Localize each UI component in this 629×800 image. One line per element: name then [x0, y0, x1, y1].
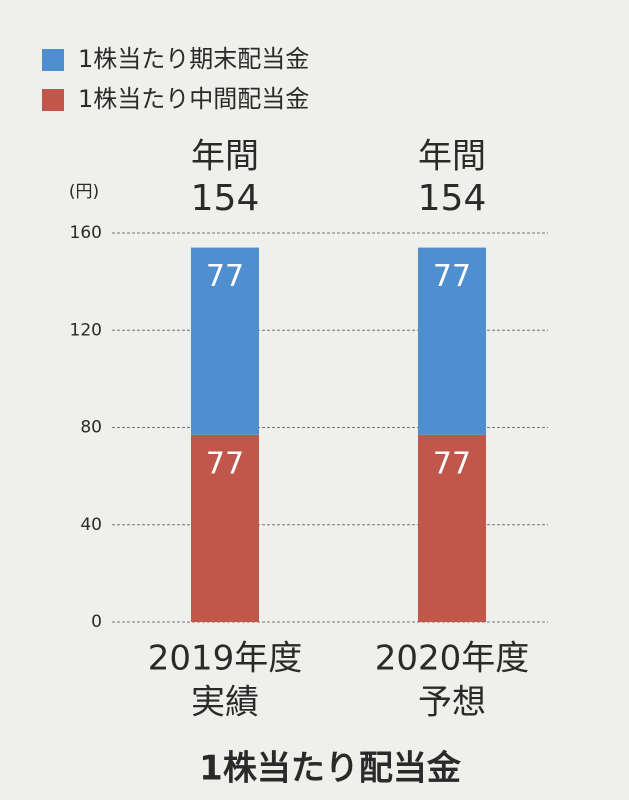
legend-swatch [42, 89, 64, 111]
y-unit: (円) [69, 182, 99, 202]
bar-segment [418, 247, 486, 435]
y-tick-label: 0 [91, 612, 102, 632]
x-tick-label: 2019年度 [148, 639, 303, 679]
bar-segment [191, 247, 259, 435]
y-tick-label: 40 [80, 515, 102, 535]
chart-title: 1株当たり配当金 [199, 749, 462, 789]
bar-segment [418, 434, 486, 622]
total-value: 154 [418, 178, 487, 219]
total-value: 154 [191, 178, 260, 219]
x-tick-label: 2020年度 [375, 639, 530, 679]
data-label: 77 [206, 446, 244, 481]
legend-swatch [42, 49, 64, 71]
bar-segment [191, 434, 259, 622]
x-tick-sublabel: 実績 [191, 683, 259, 723]
y-tick-label: 160 [70, 223, 102, 243]
legend-label: 1株当たり期末配当金 [78, 45, 309, 73]
data-label: 77 [433, 259, 471, 294]
total-label: 年間 [191, 137, 259, 177]
data-label: 77 [433, 446, 471, 481]
y-tick-label: 80 [80, 418, 102, 438]
x-tick-sublabel: 予想 [418, 683, 486, 723]
y-tick-label: 120 [70, 320, 102, 340]
total-label: 年間 [418, 137, 486, 177]
legend-label: 1株当たり中間配当金 [78, 85, 309, 113]
data-label: 77 [206, 259, 244, 294]
